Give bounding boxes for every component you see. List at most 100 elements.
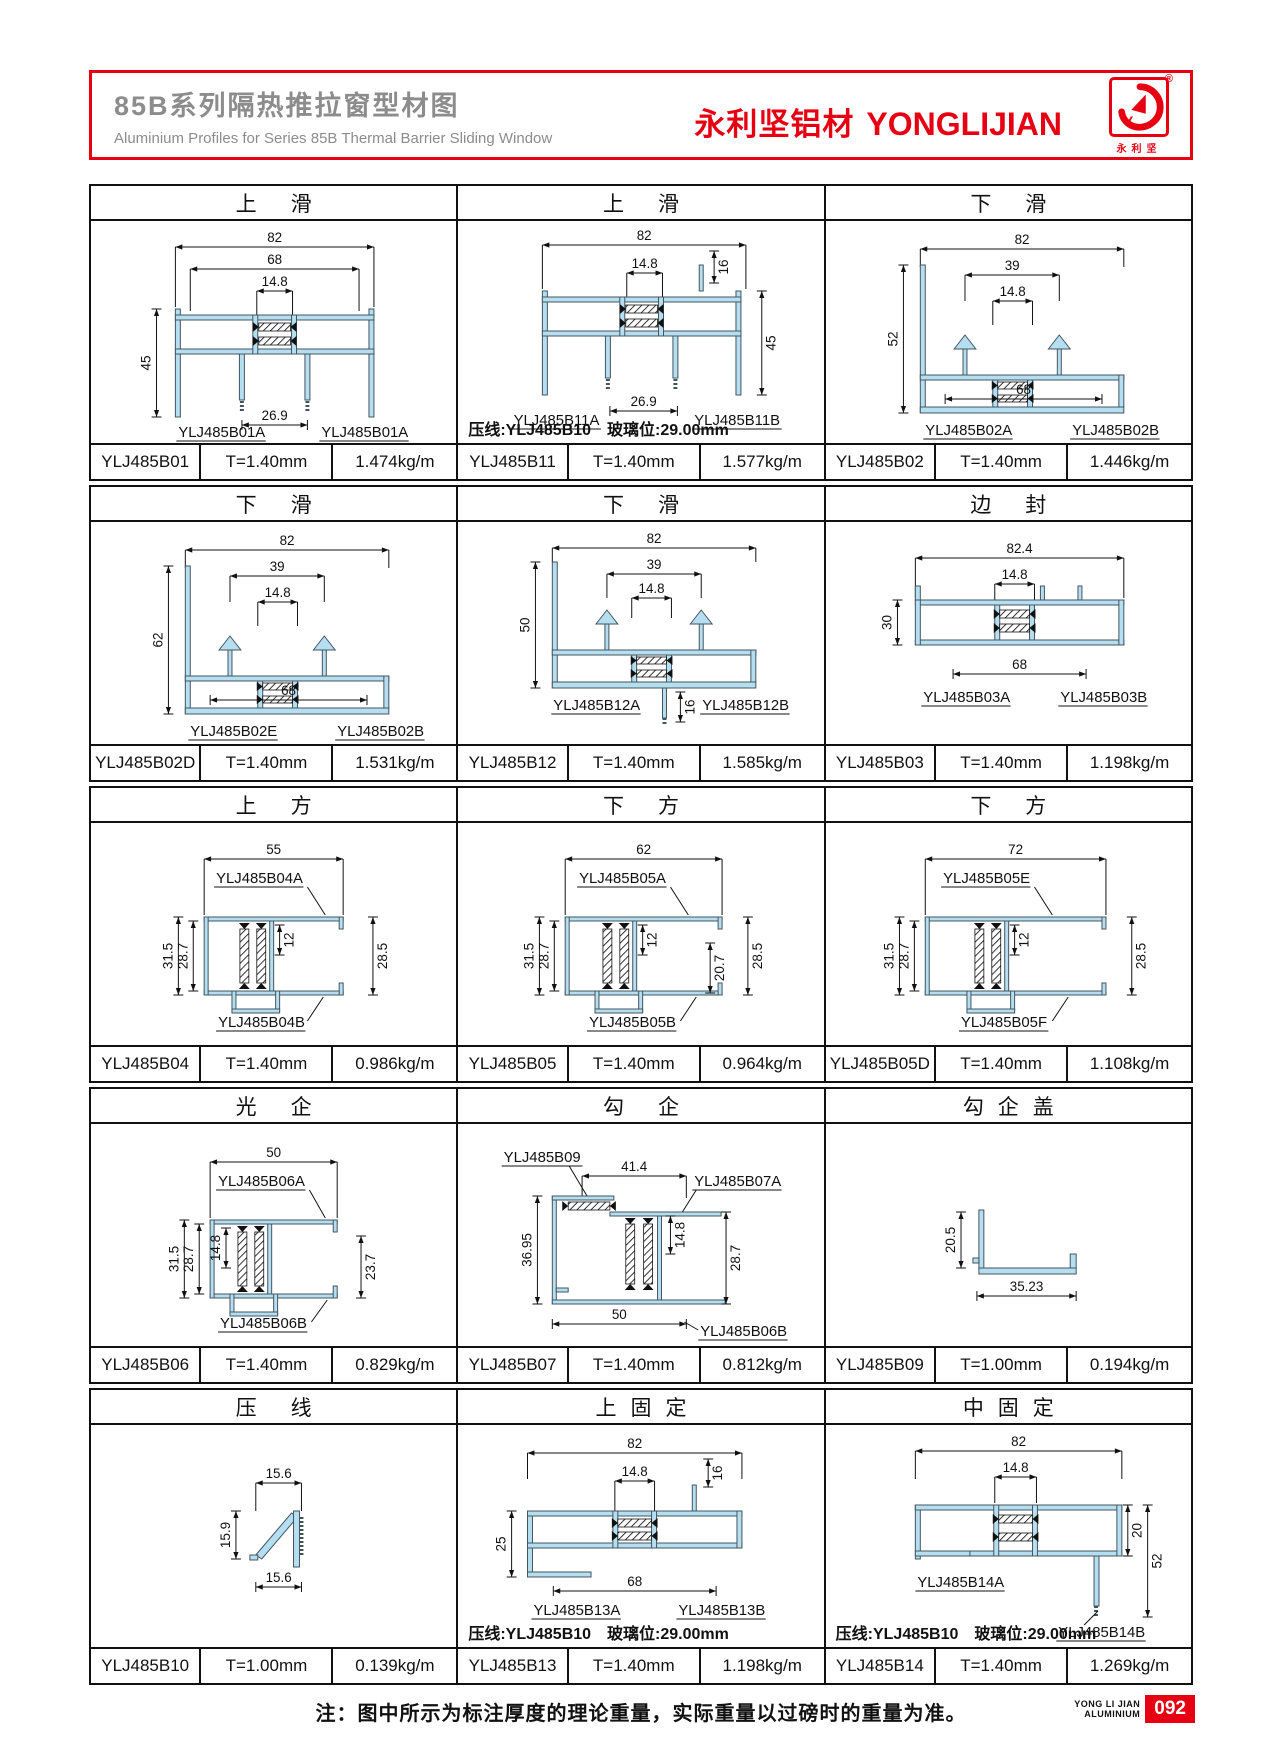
- svg-text:YLJ485B02E: YLJ485B02E: [190, 723, 277, 740]
- profile-drawing: 62 YLJ485B05A 31.5 28.7 12 20.7 28.5 YLJ485B05B: [522, 842, 765, 1032]
- cell-spec-row: YLJ485B09 T=1.00mm 0.194kg/m: [825, 1346, 1191, 1382]
- profile-code: YLJ485B13: [468, 1656, 557, 1675]
- brand-name-cn: 永利坚铝材: [694, 107, 855, 142]
- profile-drawing: 20.5 35.23: [943, 1209, 1077, 1301]
- page-content: 85B系列隔热推拉窗型材图 Aluminium Profiles for Ser…: [89, 70, 1195, 1739]
- profile-weight: 0.829kg/m: [355, 1355, 435, 1374]
- svg-text:14.8: 14.8: [999, 284, 1025, 299]
- cell-spec-row: YLJ485B04 T=1.40mm 0.986kg/m: [91, 1045, 457, 1081]
- svg-text:12: 12: [645, 932, 660, 947]
- profile-drawing: 72 YLJ485B05E 31.5 28.7 12 28.5 YLJ485B05F: [881, 842, 1148, 1032]
- profile-code: YLJ485B10: [101, 1656, 190, 1675]
- svg-text:16: 16: [683, 699, 698, 714]
- glass-position-note: 压线:YLJ485B10 玻璃位:29.00mm: [468, 422, 729, 439]
- svg-text:12: 12: [282, 932, 297, 947]
- profile-code: YLJ485B02D: [95, 753, 196, 772]
- profile-row-2: 下滑 82 39 14.8 62 68 YLJ485B02E YLJ485B02B YLJ485…: [89, 485, 1193, 782]
- profile-drawing: 55 YLJ485B04A 31.5 28.7 12 28.5 YLJ485B04B: [160, 842, 390, 1032]
- svg-text:45: 45: [764, 335, 779, 350]
- profile-thickness: T=1.40mm: [934, 445, 1069, 479]
- svg-text:YLJ485B13B: YLJ485B13B: [679, 1602, 766, 1619]
- profile-thickness: T=1.40mm: [934, 746, 1069, 780]
- profile-weight: 1.577kg/m: [722, 452, 802, 471]
- svg-text:39: 39: [270, 559, 285, 574]
- svg-text:YLJ485B02B: YLJ485B02B: [1072, 422, 1159, 439]
- profile-weight: 0.964kg/m: [722, 1054, 802, 1073]
- profile-thickness: T=1.40mm: [566, 1348, 701, 1382]
- profile-code: YLJ485B05D: [829, 1054, 930, 1073]
- cell-spec-row: YLJ485B02D T=1.40mm 1.531kg/m: [91, 744, 457, 780]
- svg-text:YLJ485B12A: YLJ485B12A: [554, 697, 641, 714]
- registered-mark: ®: [1164, 73, 1173, 85]
- svg-text:26.9: 26.9: [631, 394, 657, 409]
- cell-drawing-area: 82 68 14.8 45 26.9 YLJ485B01A YLJ485B01A: [91, 221, 456, 443]
- profile-thickness: T=1.40mm: [934, 1047, 1069, 1081]
- cell-drawing-area: 82 14.8 20 52 YLJ485B14A YLJ485B14B 压线:YLJ485B…: [826, 1425, 1191, 1647]
- svg-text:36.95: 36.95: [520, 1233, 535, 1267]
- cell-drawing-area: 20.5 35.23: [826, 1124, 1191, 1346]
- svg-text:68: 68: [1012, 657, 1027, 672]
- profile-grid: 上滑 82 68 14.8 45 26.9 YLJ485B01A YLJ485B01A YLJ4…: [89, 184, 1193, 1685]
- profile-cell-YLJ485B13: 上固定 82 14.8 16 25 68 YLJ485B13A YLJ485B13B 压线:YL…: [456, 1390, 824, 1683]
- svg-text:28.7: 28.7: [896, 943, 911, 969]
- profile-code: YLJ485B05: [468, 1054, 557, 1073]
- profile-cell-YLJ485B14: 中固定 82 14.8 20 52 YLJ485B14A YLJ485B14B 压线:YLJ4…: [823, 1390, 1191, 1683]
- profile-thickness: T=1.40mm: [566, 746, 701, 780]
- profile-row-5: 压线 15.6 15.9 15.6 YLJ485B10 T=1.00mm 0.139kg/m…: [89, 1388, 1193, 1685]
- svg-text:55: 55: [266, 842, 281, 857]
- profile-weight: 1.585kg/m: [722, 753, 802, 772]
- profile-drawing: 82.4 14.8 30 68 YLJ485B03A YLJ485B03B: [879, 541, 1148, 707]
- profile-cell-YLJ485B05: 下方 62 YLJ485B05A 31.5 28.7 12 20.7 28.5 YLJ485B0…: [456, 788, 824, 1081]
- cell-drawing-area: 82 39 14.8 62 68 YLJ485B02E YLJ485B02B: [91, 522, 456, 744]
- svg-text:14.8: 14.8: [622, 1464, 648, 1479]
- page-number-badge: 092: [1145, 1695, 1195, 1723]
- profile-cell-YLJ485B02D: 下滑 82 39 14.8 62 68 YLJ485B02E YLJ485B02B YLJ485…: [91, 487, 457, 780]
- profile-thickness: T=1.40mm: [199, 1047, 334, 1081]
- cell-spec-row: YLJ485B13 T=1.40mm 1.198kg/m: [458, 1647, 824, 1683]
- glass-position-note: 压线:YLJ485B10 玻璃位:29.00mm: [468, 1626, 729, 1643]
- cell-title: 光企: [91, 1089, 457, 1124]
- cell-title: 下方: [458, 788, 824, 823]
- profile-row-1: 上滑 82 68 14.8 45 26.9 YLJ485B01A YLJ485B01A YLJ4…: [89, 184, 1193, 481]
- page-info: YONG LI JIAN ALUMINIUM 092: [1074, 1695, 1195, 1723]
- svg-text:82: 82: [267, 230, 282, 245]
- page-subtitle: Aluminium Profiles for Series 85B Therma…: [114, 130, 553, 147]
- svg-text:28.7: 28.7: [181, 1246, 196, 1272]
- svg-text:YLJ485B01A: YLJ485B01A: [321, 424, 408, 441]
- profile-code: YLJ485B12: [468, 753, 557, 772]
- cell-drawing-area: 55 YLJ485B04A 31.5 28.7 12 28.5 YLJ485B04B: [91, 823, 456, 1045]
- svg-text:39: 39: [647, 557, 662, 572]
- svg-text:31.5: 31.5: [166, 1246, 181, 1272]
- profile-row-3: 上方 55 YLJ485B04A 31.5 28.7 12 28.5 YLJ485B04B YL…: [89, 786, 1193, 1083]
- cell-spec-row: YLJ485B11 T=1.40mm 1.577kg/m: [458, 443, 824, 479]
- profile-thickness: T=1.40mm: [566, 1649, 701, 1683]
- cell-title: 下方: [825, 788, 1191, 823]
- svg-text:82: 82: [280, 533, 295, 548]
- svg-text:YLJ485B02B: YLJ485B02B: [337, 723, 424, 740]
- profile-thickness: T=1.40mm: [934, 1649, 1069, 1683]
- svg-text:28.7: 28.7: [537, 943, 552, 969]
- page-header: 85B系列隔热推拉窗型材图 Aluminium Profiles for Ser…: [89, 70, 1193, 160]
- cell-title: 下滑: [91, 487, 457, 522]
- svg-text:23.7: 23.7: [363, 1254, 378, 1280]
- profile-code: YLJ485B02: [835, 452, 924, 471]
- svg-text:14.8: 14.8: [208, 1235, 223, 1261]
- svg-text:62: 62: [151, 632, 166, 647]
- svg-text:28.5: 28.5: [375, 943, 390, 969]
- profile-thickness: T=1.40mm: [199, 1348, 334, 1382]
- brand-text: 永利坚铝材 YONGLIJIAN: [694, 99, 1062, 144]
- profile-cell-YLJ485B05D: 下方 72 YLJ485B05E 31.5 28.7 12 28.5 YLJ485B05F YL…: [823, 788, 1191, 1081]
- profile-weight: 1.108kg/m: [1089, 1054, 1170, 1073]
- svg-text:YLJ485B14B: YLJ485B14B: [1058, 1624, 1145, 1641]
- svg-text:14.8: 14.8: [262, 274, 288, 289]
- logo-swirl-icon: Y: [1118, 83, 1164, 131]
- svg-text:82: 82: [647, 531, 662, 546]
- svg-text:15.6: 15.6: [266, 1466, 292, 1481]
- cell-title: 边封: [825, 487, 1191, 522]
- cell-title: 勾企: [458, 1089, 824, 1124]
- svg-text:41.4: 41.4: [622, 1159, 649, 1174]
- cell-spec-row: YLJ485B10 T=1.00mm 0.139kg/m: [91, 1647, 457, 1683]
- profile-cell-YLJ485B11: 上滑 82 14.8 16 45 26.9 YLJ485B11A YLJ485B11B 压线:Y…: [456, 186, 824, 479]
